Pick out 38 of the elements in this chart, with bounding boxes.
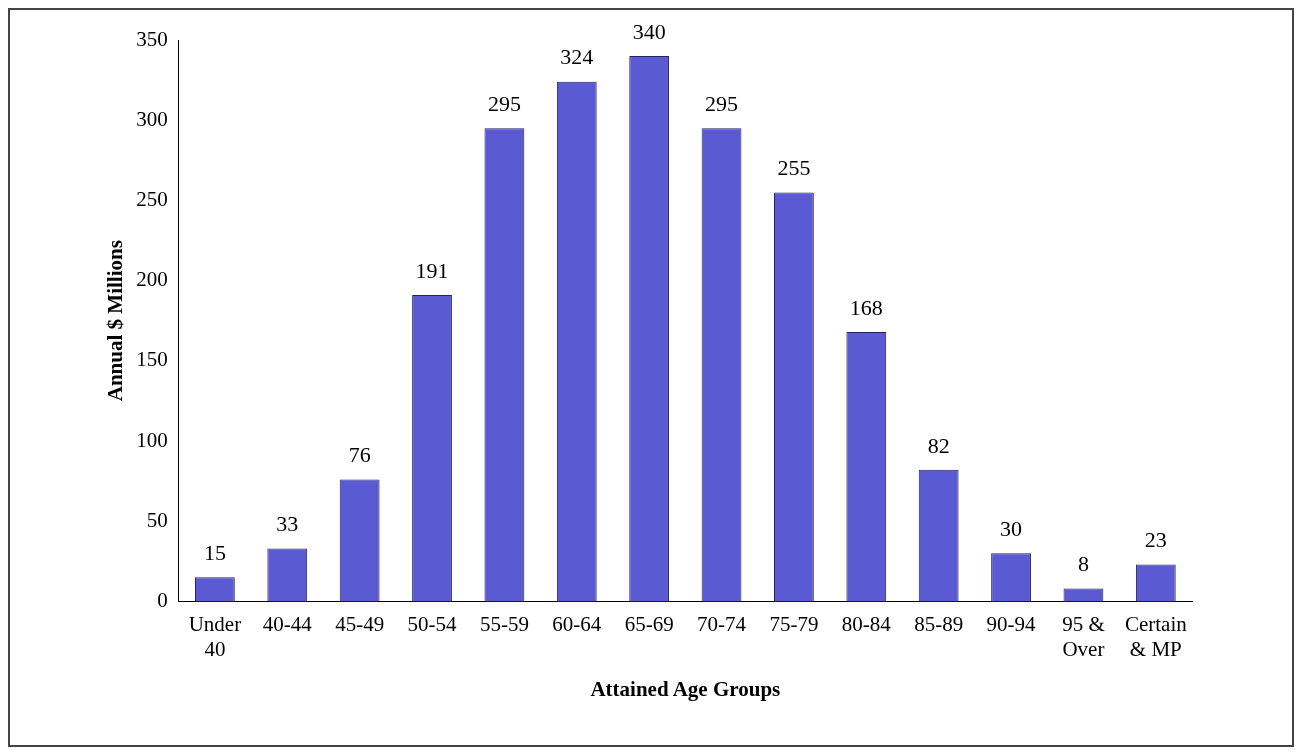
x-tick-label: 80-84	[841, 611, 892, 636]
y-tick-label: 300	[136, 106, 168, 131]
y-tick-label: 350	[136, 26, 168, 51]
x-tick-label: 50-54	[407, 611, 458, 636]
y-tick-label: 0	[157, 587, 168, 612]
data-label: 295	[487, 91, 521, 116]
data-label: 191	[415, 257, 449, 283]
x-tick-label: 40-44	[262, 611, 313, 636]
y-tick-label: 250	[136, 186, 168, 211]
data-label: 324	[560, 44, 594, 70]
x-tick-label: 45-49	[335, 611, 385, 636]
data-label: 168	[849, 294, 883, 320]
data-label: 255	[777, 155, 811, 181]
x-tick-label: 65-69	[624, 611, 674, 636]
data-label: 295	[705, 91, 739, 116]
data-label: 76	[348, 442, 371, 468]
x-tick-label: 95 & Over	[1062, 611, 1105, 661]
y-tick-label: 200	[136, 267, 168, 292]
data-label: 33	[276, 511, 299, 537]
data-label: 30	[1000, 516, 1023, 542]
data-label: 8	[1077, 551, 1089, 577]
x-tick-label: 75-79	[769, 611, 819, 636]
x-tick-label: 85-89	[914, 611, 964, 636]
x-tick-label: 90-94	[986, 611, 1037, 636]
y-tick-label: 100	[136, 427, 168, 452]
x-tick-label: Certain & MP	[1124, 611, 1188, 661]
data-label: 15	[203, 540, 226, 566]
data-label: 340	[632, 18, 666, 44]
x-tick-label: Under 40	[188, 611, 242, 661]
data-label: 82	[927, 432, 950, 458]
y-tick-label: 150	[136, 347, 168, 372]
x-tick-label: 60-64	[552, 611, 602, 636]
data-label: 23	[1144, 527, 1167, 553]
y-axis-title: Annual $ Millions	[103, 240, 128, 402]
x-axis-title: Attained Age Groups	[590, 676, 781, 701]
y-tick-label: 50	[146, 507, 168, 532]
x-tick-label: 70-74	[697, 611, 747, 636]
x-tick-label: 55-59	[479, 611, 529, 636]
